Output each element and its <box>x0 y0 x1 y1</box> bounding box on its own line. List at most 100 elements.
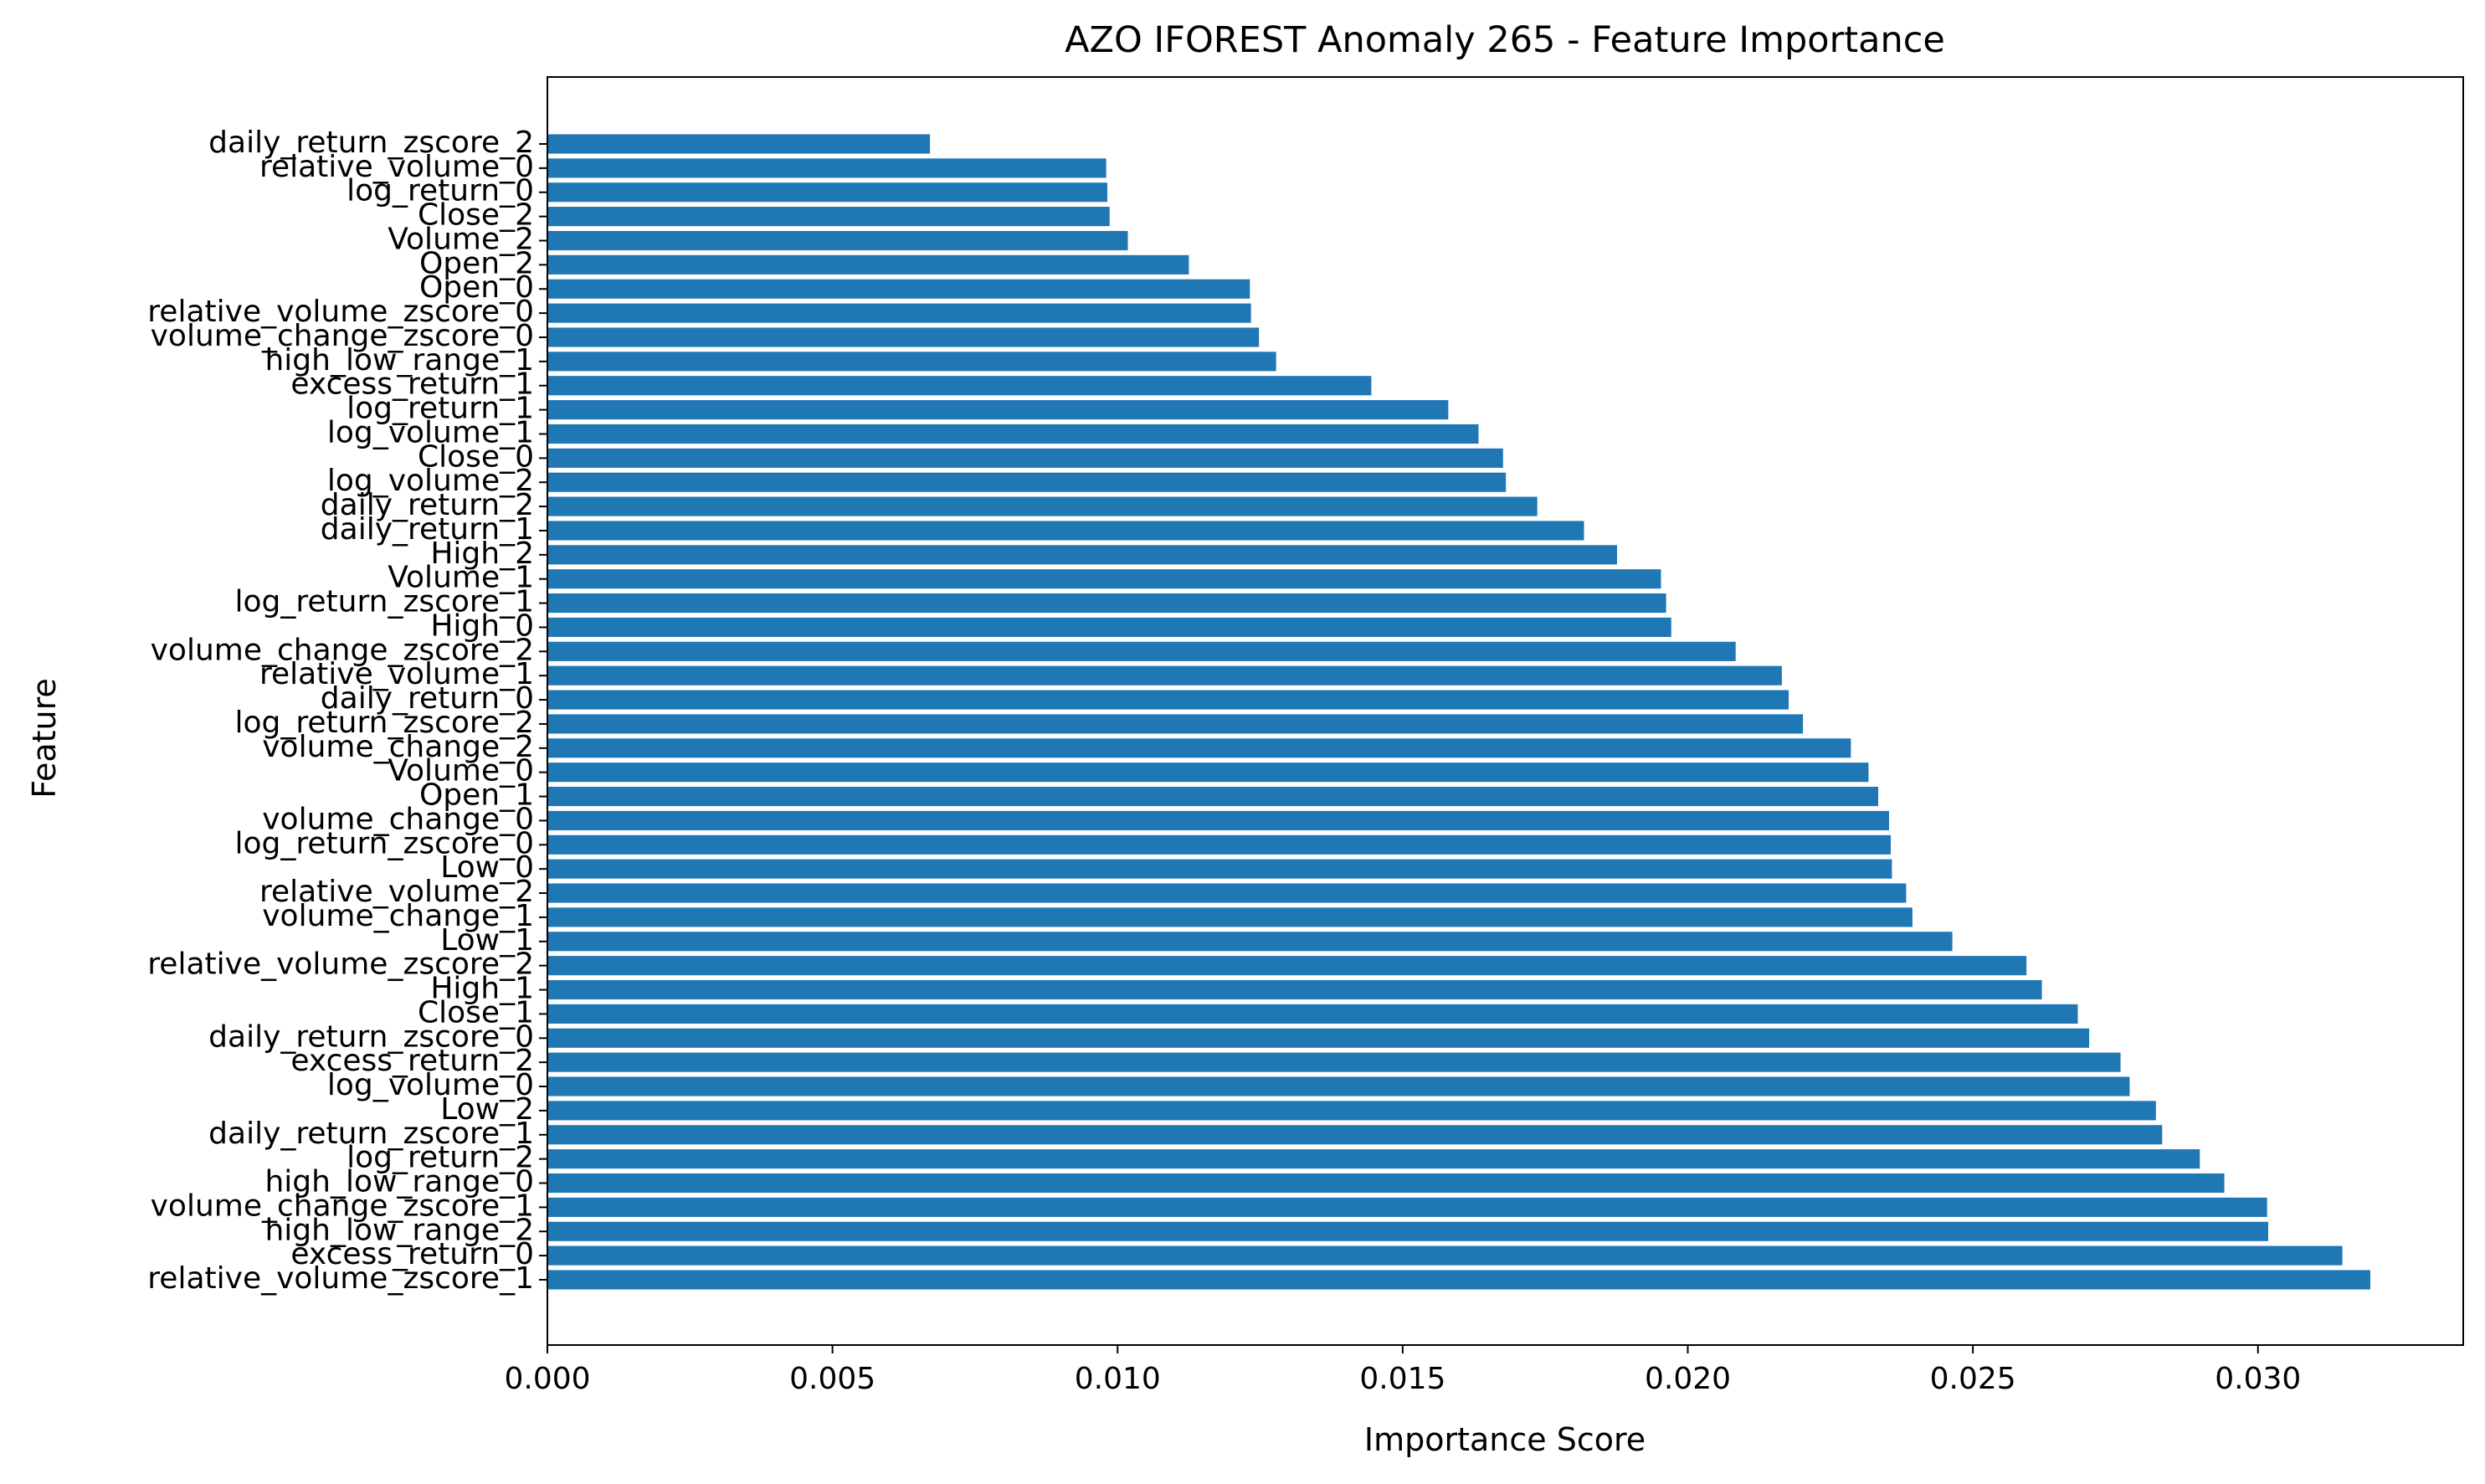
y-tick-label: daily_return_1 <box>321 512 534 547</box>
bar-High_2 <box>547 545 1618 565</box>
y-tick-label: Volume_2 <box>388 222 534 256</box>
y-tick-label: Close_0 <box>418 439 534 474</box>
y-tick-label: high_low_range_1 <box>264 343 534 377</box>
bar-daily_return_1 <box>547 521 1584 541</box>
y-tick-label: Open_2 <box>419 246 534 280</box>
bar-volume_change_zscore_0 <box>547 327 1260 347</box>
y-axis-label: Feature <box>26 678 63 798</box>
y-tick-label: daily_return_0 <box>321 681 534 716</box>
y-tick-label: log_return_zscore_0 <box>235 826 535 860</box>
bar-High_1 <box>547 979 2042 1000</box>
y-tick-label: volume_change_1 <box>262 899 534 933</box>
bar-Close_0 <box>547 448 1503 468</box>
y-tick-label: log_return_zscore_2 <box>235 706 535 740</box>
y-tick-label: relative_volume_1 <box>259 657 534 691</box>
y-tick-label: High_1 <box>430 972 534 1006</box>
bar-daily_return_0 <box>547 690 1789 710</box>
y-tick-label: volume_change_zscore_0 <box>151 319 534 353</box>
plot-frame <box>547 76 2464 1346</box>
bar-Low_2 <box>547 1101 2156 1121</box>
x-tick-label: 0.015 <box>1359 1362 1445 1396</box>
bar-daily_return_zscore_2 <box>547 134 931 154</box>
bar-log_return_zscore_0 <box>547 834 1892 855</box>
bar-relative_volume_2 <box>547 883 1907 903</box>
y-tick-label: log_volume_2 <box>327 464 534 498</box>
bar-Close_2 <box>547 207 1110 227</box>
y-tick-label: Open_0 <box>419 270 534 305</box>
bar-volume_change_zscore_2 <box>547 641 1736 661</box>
y-tick-label: daily_return_zscore_1 <box>208 1117 534 1151</box>
bar-relative_volume_zscore_2 <box>547 956 2027 976</box>
y-tick-label: Low_2 <box>440 1092 534 1127</box>
y-tick-label: log_return_2 <box>347 1141 534 1175</box>
y-tick-label: log_return_0 <box>347 174 534 208</box>
y-tick-label: Close_1 <box>418 995 534 1030</box>
y-tick-label: daily_return_zscore_2 <box>208 126 534 160</box>
x-axis-label: Importance Score <box>1364 1421 1646 1458</box>
bar-relative_volume_zscore_0 <box>547 303 1251 323</box>
y-tick-label: relative_volume_0 <box>259 150 534 184</box>
y-tick-label: Volume_0 <box>388 754 534 788</box>
y-tick-label: relative_volume_zscore_2 <box>147 947 534 982</box>
bar-Low_1 <box>547 932 1953 952</box>
bar-log_return_1 <box>547 400 1449 420</box>
y-tick-label: Volume_1 <box>388 561 534 595</box>
bars-layer <box>547 134 2370 1290</box>
bar-Volume_0 <box>547 763 1869 783</box>
y-tick-label: excess_return_0 <box>290 1237 534 1271</box>
bar-Volume_2 <box>547 230 1128 251</box>
x-tick-label: 0.010 <box>1075 1362 1161 1396</box>
y-tick-label: excess_return_2 <box>290 1044 534 1078</box>
y-tick-label: relative_volume_zscore_0 <box>147 295 534 329</box>
y-tick-label: Low_0 <box>440 850 534 885</box>
bar-volume_change_0 <box>547 810 1889 830</box>
bar-excess_return_1 <box>547 376 1372 396</box>
y-tick-label: Low_1 <box>440 923 534 958</box>
bar-relative_volume_zscore_1 <box>547 1270 2370 1290</box>
bar-high_low_range_1 <box>547 352 1276 372</box>
x-tick-label: 0.020 <box>1645 1362 1731 1396</box>
bar-high_low_range_0 <box>547 1173 2225 1194</box>
bar-Close_1 <box>547 1004 2078 1024</box>
x-tick-layer: 0.000 0.005 0.010 0.015 0.020 0.025 0.030 <box>504 1345 2301 1396</box>
y-tick-label: log_return_zscore_1 <box>235 585 535 619</box>
bar-excess_return_2 <box>547 1052 2121 1072</box>
y-tick-label: volume_change_0 <box>262 802 534 836</box>
bar-log_return_2 <box>547 1149 2200 1169</box>
bar-log_return_0 <box>547 182 1107 203</box>
y-tick-label: log_return_1 <box>347 392 534 426</box>
bar-log_volume_1 <box>547 424 1479 444</box>
y-tick-label: Close_2 <box>418 198 534 233</box>
y-tick-label: volume_change_2 <box>262 730 534 764</box>
bar-High_0 <box>547 617 1671 637</box>
bar-log_return_zscore_2 <box>547 714 1804 734</box>
bar-Open_0 <box>547 279 1250 299</box>
bar-excess_return_0 <box>547 1245 2343 1266</box>
y-tick-label: Open_1 <box>419 778 534 813</box>
bar-Low_0 <box>547 859 1892 879</box>
chart-title: AZO IFOREST Anomaly 265 - Feature Import… <box>1065 19 1945 61</box>
bar-high_low_range_2 <box>547 1221 2269 1241</box>
bar-relative_volume_1 <box>547 665 1782 686</box>
bar-daily_return_zscore_1 <box>547 1125 2163 1145</box>
x-tick-label: 0.030 <box>2215 1362 2301 1396</box>
y-tick-label: daily_return_zscore_0 <box>208 1019 534 1054</box>
x-tick-label: 0.000 <box>504 1362 590 1396</box>
bar-relative_volume_0 <box>547 158 1106 178</box>
y-tick-label: high_low_range_2 <box>264 1213 534 1247</box>
bar-volume_change_1 <box>547 907 1913 927</box>
bar-Open_2 <box>547 254 1189 275</box>
y-tick-label: volume_change_zscore_2 <box>151 633 534 667</box>
bar-log_return_zscore_1 <box>547 593 1666 614</box>
y-tick-label: High_2 <box>430 537 534 571</box>
y-tick-label: high_low_range_0 <box>264 1165 534 1199</box>
x-tick-label: 0.025 <box>1930 1362 2016 1396</box>
bar-log_volume_0 <box>547 1076 2130 1096</box>
bar-volume_change_2 <box>547 738 1851 758</box>
y-tick-label: daily_return_2 <box>321 488 534 522</box>
bar-daily_return_2 <box>547 496 1538 516</box>
y-tick-label: volume_change_zscore_1 <box>151 1189 534 1223</box>
y-tick-label: relative_volume_2 <box>259 875 534 909</box>
bar-daily_return_zscore_0 <box>547 1028 2090 1048</box>
